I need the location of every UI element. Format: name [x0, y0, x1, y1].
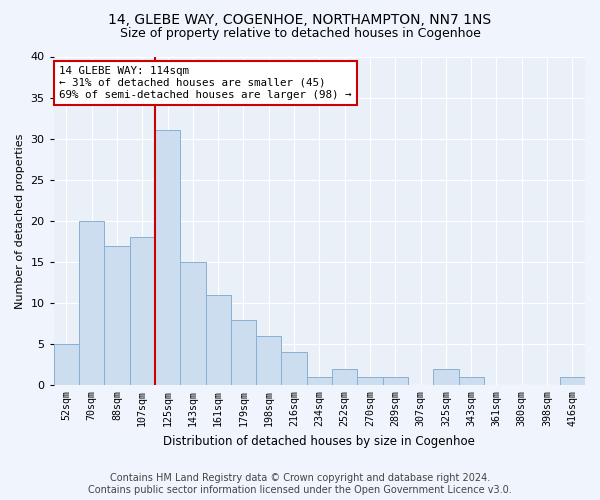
Bar: [54, 344, 79, 386]
Bar: [458, 377, 484, 386]
Bar: [206, 295, 231, 386]
Bar: [79, 221, 104, 386]
Bar: [433, 369, 458, 386]
Bar: [256, 336, 281, 386]
Bar: [383, 377, 408, 386]
X-axis label: Distribution of detached houses by size in Cogenhoe: Distribution of detached houses by size …: [163, 434, 475, 448]
Text: Size of property relative to detached houses in Cogenhoe: Size of property relative to detached ho…: [119, 28, 481, 40]
Bar: [180, 262, 206, 386]
Bar: [130, 238, 155, 386]
Bar: [281, 352, 307, 386]
Bar: [104, 246, 130, 386]
Text: 14, GLEBE WAY, COGENHOE, NORTHAMPTON, NN7 1NS: 14, GLEBE WAY, COGENHOE, NORTHAMPTON, NN…: [109, 12, 491, 26]
Bar: [155, 130, 180, 386]
Bar: [332, 369, 358, 386]
Bar: [358, 377, 383, 386]
Text: Contains HM Land Registry data © Crown copyright and database right 2024.
Contai: Contains HM Land Registry data © Crown c…: [88, 474, 512, 495]
Bar: [231, 320, 256, 386]
Bar: [307, 377, 332, 386]
Text: 14 GLEBE WAY: 114sqm
← 31% of detached houses are smaller (45)
69% of semi-detac: 14 GLEBE WAY: 114sqm ← 31% of detached h…: [59, 66, 352, 100]
Bar: [560, 377, 585, 386]
Y-axis label: Number of detached properties: Number of detached properties: [15, 133, 25, 308]
